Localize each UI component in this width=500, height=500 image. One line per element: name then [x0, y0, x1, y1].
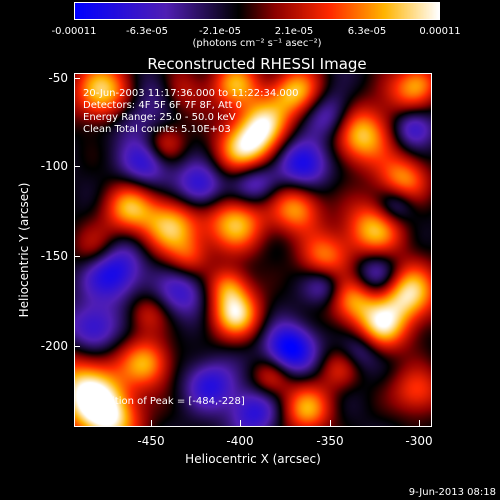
colorbar-tick-label: -2.1e-05	[199, 26, 241, 37]
info-energy-range: Energy Range: 25.0 - 50.0 keV	[83, 112, 236, 123]
y-tick-label: -200	[40, 339, 68, 353]
x-tick-mark	[330, 420, 331, 426]
rhessi-image-plot: 20-Jun-2003 11:17:36.000 to 11:22:34.000…	[74, 73, 432, 427]
info-time-range: 20-Jun-2003 11:17:36.000 to 11:22:34.000	[83, 88, 299, 99]
colorbar	[74, 2, 440, 20]
x-tick-mark	[240, 420, 241, 426]
x-axis-label: Heliocentric X (arcsec)	[185, 452, 321, 466]
x-tick-label: -450	[137, 434, 165, 448]
x-tick-mark	[419, 420, 420, 426]
colorbar-tick-label: -0.00011	[51, 26, 97, 37]
reconstructed-map	[75, 74, 431, 426]
y-tick-label: -100	[40, 159, 68, 173]
colorbar-tick-label: 6.3e-05	[347, 26, 387, 37]
y-tick-mark	[74, 78, 80, 79]
y-tick-mark	[74, 256, 80, 257]
colorbar-tick-label: 2.1e-05	[274, 26, 314, 37]
date-stamp: 9-Jun-2013 08:18	[408, 487, 496, 498]
y-axis-label: Heliocentric Y (arcsec)	[17, 182, 31, 318]
info-clean-counts: Clean Total counts: 5.10E+03	[83, 124, 231, 135]
y-tick-label: -50	[48, 71, 68, 85]
peak-position-label: Position of Peak = [-484,-228]	[95, 396, 245, 407]
colorbar-tick-label: 0.00011	[419, 26, 461, 37]
y-tick-mark	[74, 166, 80, 167]
x-tick-label: -350	[316, 434, 344, 448]
colorbar-tick-label: -6.3e-05	[126, 26, 168, 37]
x-tick-label: -300	[405, 434, 433, 448]
image-title: Reconstructed RHESSI Image	[147, 55, 367, 73]
y-tick-mark	[74, 346, 80, 347]
y-tick-label: -150	[40, 249, 68, 263]
x-tick-label: -400	[226, 434, 254, 448]
x-tick-mark	[151, 420, 152, 426]
colorbar-gradient	[75, 3, 439, 19]
info-detectors: Detectors: 4F 5F 6F 7F 8F, Att 0	[83, 100, 243, 111]
colorbar-unit-label: (photons cm⁻² s⁻¹ asec⁻²)	[192, 38, 322, 49]
